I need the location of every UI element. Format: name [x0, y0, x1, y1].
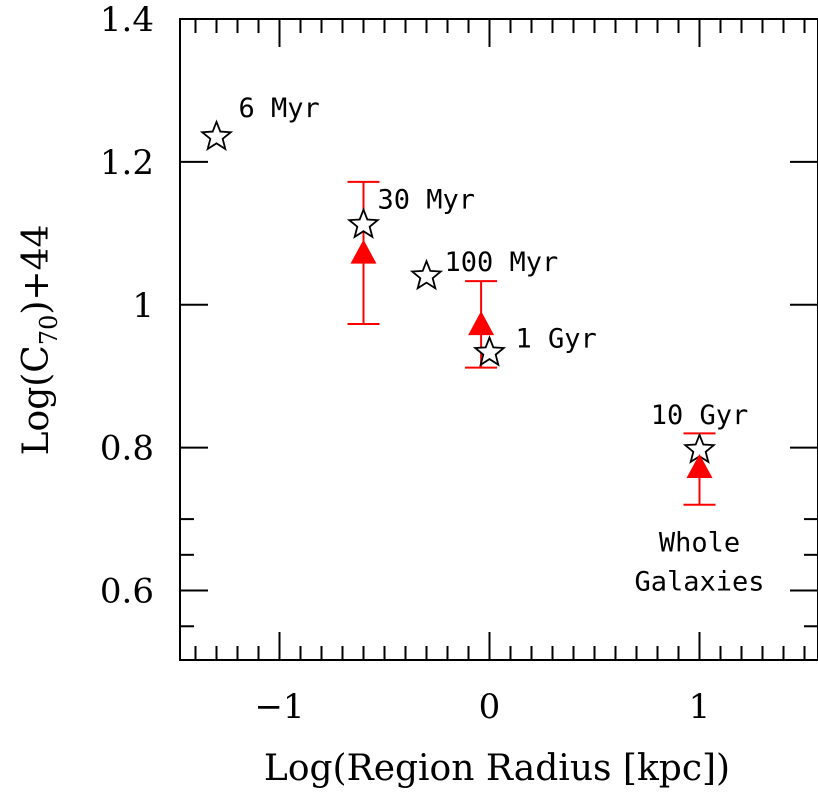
plot-frame: [179, 18, 818, 661]
y-tick-labels: 0.6 0.8 1 1.2 1.4: [100, 0, 154, 612]
y-axis-title-sub: 70: [35, 315, 63, 346]
star-label: 6 Myr: [239, 93, 320, 124]
triangle-markers: [350, 239, 713, 478]
triangle-marker: [468, 311, 495, 336]
annotation-text: Whole: [659, 527, 740, 558]
y-tick-label: 0.6: [100, 572, 154, 612]
x-tick-labels: −1 0 1: [254, 687, 710, 727]
y-tick-label: 1.2: [100, 143, 154, 183]
star-label: 30 Myr: [378, 185, 476, 216]
star-label: 10 Gyr: [651, 400, 749, 431]
star-markers: [199, 119, 717, 464]
x-tick-label: 1: [689, 687, 711, 727]
triangle-marker: [686, 453, 713, 478]
y-axis-title: Log(C70)+44: [16, 225, 63, 456]
annotation-text: Galaxies: [634, 567, 764, 598]
x-tick-label: −1: [254, 687, 304, 727]
y-axis-title-pre: Log(C: [16, 345, 57, 455]
y-tick-label: 1.4: [100, 0, 154, 40]
triangle-marker: [350, 239, 377, 264]
y-tick-label: 0.8: [100, 429, 154, 469]
y-tick-label: 1: [132, 286, 154, 326]
star-marker: [346, 207, 381, 239]
annotations: 6 Myr 30 Myr 100 Myr 1 Gyr 10 Gyr Whole Galaxi…: [239, 93, 765, 598]
major-ticks: [180, 19, 818, 660]
star-marker: [199, 119, 234, 151]
y-axis-title-post: )+44: [16, 225, 57, 315]
star-label: 100 Myr: [445, 247, 559, 278]
star-marker: [409, 258, 444, 291]
x-axis-title: Log(Region Radius [kpc]): [264, 748, 730, 789]
star-marker: [472, 335, 507, 367]
x-tick-label: 0: [479, 687, 501, 727]
minor-ticks: [180, 19, 818, 660]
star-label: 1 Gyr: [516, 324, 597, 355]
